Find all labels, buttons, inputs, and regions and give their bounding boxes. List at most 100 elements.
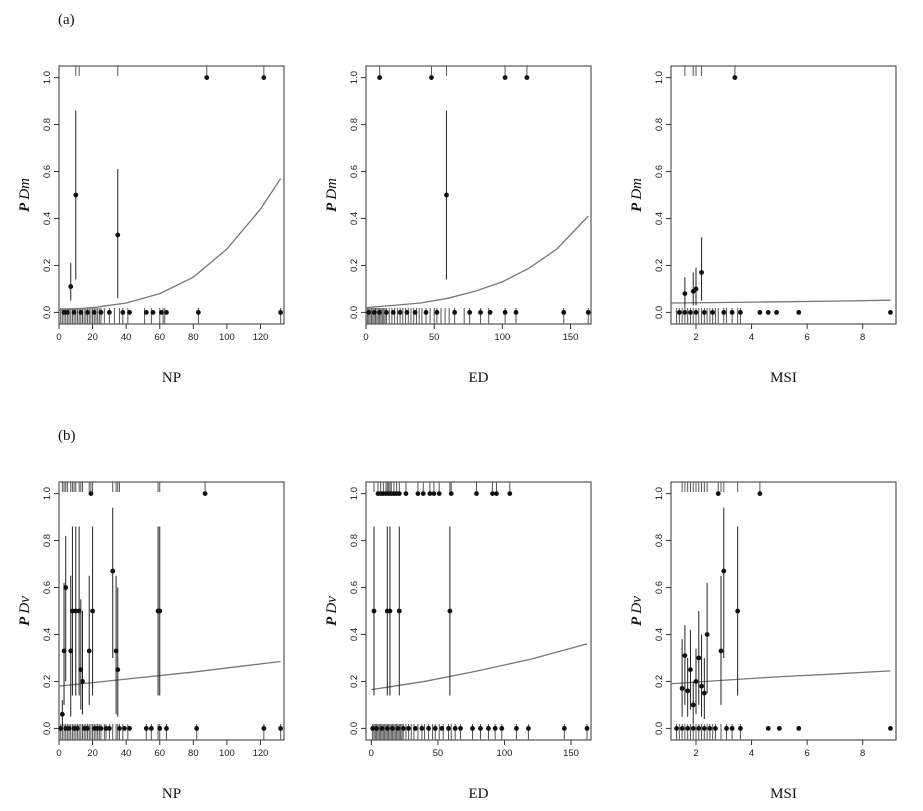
data-point [404,309,410,315]
data-point [122,725,127,731]
plot-frame [58,65,285,325]
data-point [452,725,458,731]
data-point [261,75,267,81]
data-point [98,309,104,315]
data-point [682,291,688,297]
data-point [458,725,463,731]
data-point [701,725,707,731]
data-point [73,608,79,614]
data-point [103,725,109,731]
data-point [707,725,713,731]
data-point [387,608,393,614]
data-point [721,309,727,315]
y-tick-label: 0.4 [654,212,665,225]
data-point [164,309,169,315]
data-point [447,608,453,614]
data-point [701,309,707,315]
data-point [91,725,97,731]
data-point [432,725,438,731]
data-point [474,491,479,497]
data-point [106,725,112,731]
data-point [685,725,691,731]
x-tick-label: 40 [121,332,132,343]
data-point [164,725,169,731]
data-point [674,725,679,731]
data-point [682,653,688,659]
plot-frame [670,481,897,741]
x-tick-label: 40 [121,748,132,759]
x-axis-label: MSI [770,370,797,386]
y-tick-label: 0.0 [654,306,665,319]
x-axis-label: NP [162,370,181,386]
data-point [90,608,95,614]
data-point [765,725,771,731]
y-tick-label: 1.0 [654,71,665,84]
y-tick-label: 0.8 [349,534,360,547]
y-tick-label: 0.0 [349,722,360,735]
data-point [370,725,376,731]
data-point [86,648,92,654]
x-tick-label: 4 [749,748,754,759]
y-tick-label: 0.2 [42,259,53,272]
data-point [85,309,90,315]
data-point [396,491,402,497]
chart-b-msi: 0.0 0.2 0.4 0.6 0.8 1.0 2 4 6 8 MSI P Dv [629,481,897,802]
data-point [478,725,483,731]
data-point [127,725,132,731]
data-point [384,309,389,315]
data-point [261,725,267,731]
data-point [117,725,122,731]
y-tick-label: 0.0 [349,306,360,319]
y-tick-label: 0.6 [654,165,665,178]
x-tick-label: 120 [253,748,269,759]
data-point [390,725,396,731]
data-point [724,725,729,731]
data-point [688,309,693,315]
y-tick-label: 0.0 [42,722,53,735]
x-tick-label: 100 [497,748,513,759]
data-point [699,270,704,275]
data-point [452,309,458,315]
data-point [81,725,87,731]
x-tick-label: 50 [429,332,440,343]
data-point [110,568,116,574]
y-tick-label: 0.6 [349,581,360,594]
data-point [80,679,85,684]
x-tick-label: 6 [804,748,809,759]
data-point [693,679,699,684]
data-point [696,725,702,731]
y-axis-label-sub: Dm [17,178,33,201]
data-point [713,725,718,731]
y-tick-label: 1.0 [42,71,53,84]
data-point [412,725,418,731]
x-tick-label: 6 [804,332,809,343]
x-tick-label: 80 [188,748,199,759]
data-point [431,491,437,497]
fitted-curve [670,670,891,685]
data-point [710,309,716,315]
data-point [721,568,727,574]
y-tick-label: 0.0 [654,722,665,735]
y-tick-label: 0.4 [349,212,360,225]
y-tick-label: 0.8 [42,118,53,131]
data-point [524,75,530,81]
y-tick-label: 0.4 [42,212,53,225]
x-tick-label: 20 [87,332,98,343]
y-tick-label: 0.6 [42,165,53,178]
data-point [679,686,685,691]
data-point [688,667,693,673]
data-point [502,75,508,81]
data-point [757,491,763,497]
data-point [150,309,156,315]
y-tick-label: 1.0 [349,487,360,500]
x-tick-label: 100 [494,332,510,343]
y-tick-label: 0.8 [654,118,665,131]
data-point [765,309,771,315]
x-tick-label: 80 [188,332,199,343]
y-axis-label: P Dm [629,178,645,212]
data-point [419,725,425,731]
data-point [492,725,498,731]
data-point [374,725,380,731]
data-point [157,608,163,614]
data-point [73,192,79,198]
